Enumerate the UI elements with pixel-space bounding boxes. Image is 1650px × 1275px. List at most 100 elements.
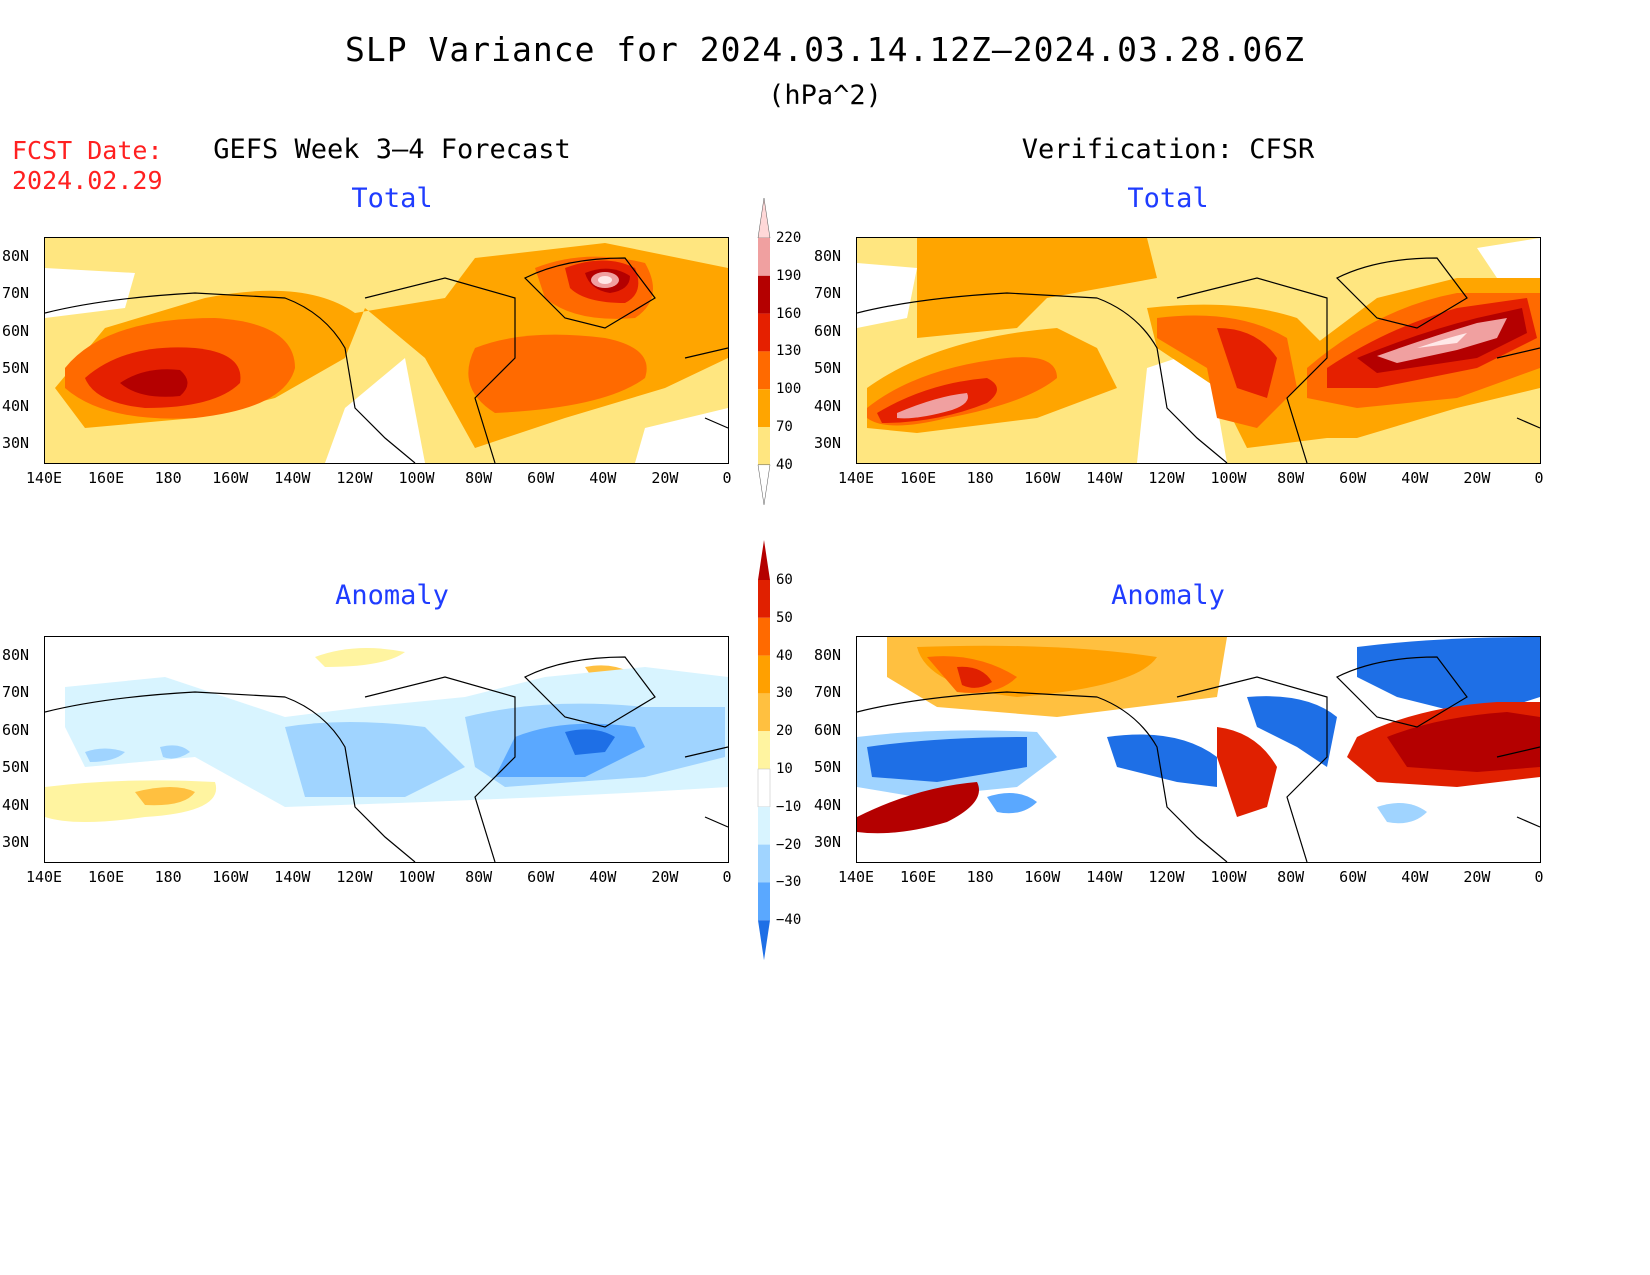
low-variance-area [45, 268, 135, 318]
lat-tick-label: 40N [2, 396, 30, 415]
anomaly-10-20 [315, 648, 405, 667]
lat-tick-label: 60N [2, 720, 30, 739]
lon-tick-label: 0 [722, 469, 732, 487]
lon-tick-label: 140W [274, 868, 311, 886]
lat-tick-label: 80N [814, 646, 842, 664]
colorbar-segment [758, 806, 770, 845]
colorbar-tick-label: −20 [776, 836, 802, 853]
anomaly-below-neg40 [867, 737, 1027, 782]
anomaly-colorbar [750, 540, 810, 960]
variance-above-220 [1417, 333, 1467, 348]
colorbar-segment [758, 580, 770, 618]
lon-tick-label: 160E [88, 868, 125, 886]
lat-tick-label: 50N [2, 359, 30, 378]
lat-tick-label: 50N [814, 359, 842, 378]
forecast-date-label: FCST Date: [12, 136, 163, 165]
colorbar-segment [758, 275, 770, 314]
lon-tick-label: 120W [336, 868, 373, 886]
colorbar-tick-label: 130 [776, 343, 802, 360]
lon-tick-label: 0 [722, 868, 732, 886]
lon-tick-label: 60W [527, 469, 555, 487]
colorbar-segment [758, 351, 770, 390]
variance-190-220 [897, 393, 968, 419]
lon-tick-label: 80W [465, 868, 493, 886]
lon-tick-label: 40W [589, 868, 617, 886]
lat-tick-label: 60N [814, 321, 842, 340]
lon-tick-label: 60W [527, 868, 555, 886]
lon-tick-label: 0 [1534, 868, 1544, 886]
lat-tick-label: 70N [814, 284, 842, 303]
colorbar-tick-label: 160 [776, 305, 802, 322]
lon-tick-label: 80W [1277, 868, 1305, 886]
coastline [857, 656, 1540, 862]
verification-total-map [856, 237, 1541, 464]
lon-tick-label: 100W [398, 868, 435, 886]
anomaly-colorbar-svg [757, 540, 771, 960]
lon-tick-label: 140E [25, 469, 63, 487]
lat-tick-label: 80N [2, 247, 30, 265]
lon-tick-label: 80W [1277, 469, 1305, 487]
units-label: (hPa^2) [768, 80, 882, 111]
lon-tick-label: 180 [966, 469, 994, 487]
lon-tick-label: 60W [1339, 469, 1367, 487]
main-title: SLP Variance for 2024.03.14.12Z–2024.03.… [345, 30, 1305, 69]
anomaly-neg20-neg30 [160, 745, 190, 759]
forecast-date-value: 2024.02.29 [12, 166, 163, 195]
lon-tick-label: 20W [1463, 469, 1491, 487]
total-colorbar [750, 198, 810, 508]
lat-tick-label: 40N [2, 795, 30, 814]
colorbar-segment [758, 617, 770, 656]
lon-tick-label: 40W [1401, 868, 1429, 886]
lon-tick-label: 120W [1148, 469, 1185, 487]
coastline [857, 257, 1540, 463]
lon-tick-label: 140E [837, 868, 875, 886]
colorbar-tick-label: 60 [776, 572, 793, 588]
anomaly-below-neg40 [1107, 734, 1217, 787]
lon-tick-label: 0 [1534, 469, 1544, 487]
colorbar-segment [758, 655, 770, 694]
lat-tick-label: 70N [2, 284, 30, 303]
low-variance-area [325, 358, 425, 463]
colorbar-segment [758, 238, 770, 276]
forecast-anomaly-map [44, 636, 729, 863]
lon-tick-label: 160E [900, 469, 937, 487]
lat-tick-label: 40N [814, 795, 842, 814]
lat-tick-label: 60N [2, 321, 30, 340]
anomaly-above-60 [1387, 712, 1540, 772]
anomaly-neg20-neg30 [285, 722, 465, 797]
lat-tick-label: 70N [814, 683, 842, 702]
coastline [45, 257, 728, 463]
anomaly-below-neg40 [565, 729, 615, 755]
lat-tick-label: 30N [814, 434, 842, 452]
lat-tick-label: 60N [814, 720, 842, 739]
colorbar-tick-label: 220 [776, 230, 802, 246]
lon-tick-label: 100W [398, 469, 435, 487]
colorbar-segment [758, 540, 770, 580]
colorbar-segment [758, 731, 770, 769]
lat-tick-label: 70N [2, 683, 30, 702]
lon-tick-label: 100W [1210, 469, 1247, 487]
coastline [45, 656, 728, 862]
anomaly-neg20-neg30 [1377, 803, 1427, 824]
lon-tick-label: 180 [154, 868, 182, 886]
low-variance-area [857, 263, 917, 328]
colorbar-tick-label: 50 [776, 609, 793, 626]
colorbar-tick-label: 10 [776, 761, 793, 777]
variance-above-220 [598, 276, 612, 284]
anomaly-above-60 [857, 782, 979, 834]
forecast-anomaly-title: Anomaly [335, 580, 449, 611]
lon-tick-label: 160W [212, 469, 249, 487]
lon-tick-label: 140W [1086, 868, 1123, 886]
anomaly-neg30-neg40 [987, 793, 1037, 814]
anomaly-below-neg40 [1357, 637, 1540, 717]
verification-anomaly-map [856, 636, 1541, 863]
colorbar-segment [758, 389, 770, 427]
lon-tick-label: 140W [274, 469, 311, 487]
forecast-total-title: Total [351, 183, 433, 214]
lon-tick-label: 120W [1148, 868, 1185, 886]
lat-tick-label: 30N [2, 833, 30, 851]
lon-tick-label: 140E [837, 469, 875, 487]
lon-tick-label: 180 [154, 469, 182, 487]
lon-tick-label: 60W [1339, 868, 1367, 886]
lon-tick-label: 140E [25, 868, 63, 886]
